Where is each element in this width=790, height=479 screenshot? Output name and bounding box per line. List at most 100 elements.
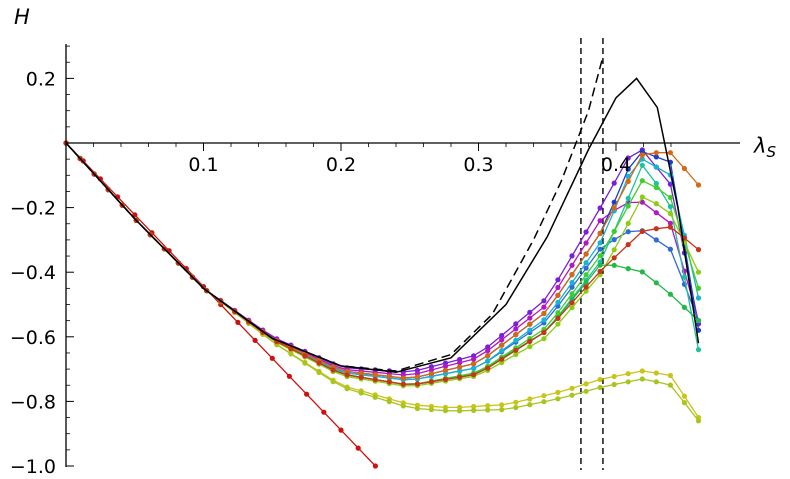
series-point (625, 242, 631, 248)
series-point (583, 240, 589, 246)
series-point (555, 315, 561, 321)
series-point (625, 166, 631, 172)
series-point (625, 178, 631, 184)
series-point (428, 371, 434, 377)
series-point (485, 403, 491, 409)
series-point (358, 390, 364, 396)
series-6 (63, 140, 702, 387)
series-point (611, 373, 617, 380)
series-point (541, 310, 547, 317)
series-point (513, 321, 519, 327)
series-point (667, 224, 674, 230)
series-point (527, 344, 533, 350)
series-point (372, 372, 378, 378)
series-point (639, 152, 645, 158)
series-point (569, 305, 575, 311)
reference-lines (580, 38, 604, 470)
series-point (471, 403, 477, 410)
series-point (527, 402, 533, 408)
axes (65, 44, 740, 467)
series-point (653, 210, 659, 216)
series-point (555, 389, 561, 395)
series-point (338, 427, 344, 433)
series-point (355, 445, 361, 451)
series-point (597, 253, 603, 259)
series-point (667, 246, 674, 252)
x-tick-label: 0.3 (463, 154, 493, 176)
series-point (653, 370, 659, 376)
series-point (695, 182, 702, 188)
series-point (569, 385, 575, 391)
series-point (471, 365, 477, 371)
series-point (358, 374, 364, 380)
series-point (625, 266, 631, 272)
x-tick-label: 0.4 (601, 154, 631, 176)
series-point (372, 463, 378, 469)
series-layer (63, 140, 702, 469)
series-point (625, 220, 631, 226)
series-point (286, 373, 292, 379)
series-point (653, 226, 659, 232)
y-tick-label: 0.2 (26, 68, 56, 90)
series-point (344, 386, 350, 392)
series-8 (63, 140, 702, 387)
series-point (252, 337, 258, 343)
series-point (499, 337, 505, 343)
series-point (583, 272, 589, 278)
series-point (597, 240, 603, 246)
series-point (372, 377, 378, 383)
series-point (639, 228, 645, 234)
series-point (583, 265, 589, 271)
series-point (555, 277, 561, 283)
series-point (471, 356, 477, 362)
series-point (132, 212, 138, 218)
series-point (304, 391, 310, 397)
series-point (400, 403, 406, 409)
series-point (653, 237, 659, 243)
series-point (569, 279, 575, 286)
series-point (667, 211, 674, 217)
series-point (653, 280, 659, 286)
series-point (597, 246, 603, 252)
series-point (513, 337, 519, 343)
series-point (541, 304, 547, 310)
series-point (583, 251, 589, 257)
series-point (330, 379, 336, 385)
series-point (695, 418, 702, 424)
series-point (302, 353, 308, 359)
series-point (513, 326, 519, 332)
series-point (288, 351, 294, 357)
series-point (414, 374, 420, 380)
series-point (639, 269, 645, 275)
x-axis-title: λS (753, 134, 776, 161)
series-point (485, 365, 491, 371)
series-point (316, 360, 322, 366)
series-point (611, 199, 617, 205)
series-point (442, 408, 449, 414)
series-point (527, 396, 533, 402)
series-point (667, 194, 674, 201)
series-point (372, 394, 378, 400)
series-point (625, 155, 631, 161)
series-point (344, 372, 350, 378)
series-point (485, 353, 491, 359)
series-point (541, 317, 547, 323)
series-point (513, 404, 519, 411)
black-curve-dashed (65, 58, 604, 372)
series-point (583, 288, 589, 294)
series-point (555, 299, 561, 305)
series-12 (63, 140, 702, 381)
series-point (611, 262, 617, 268)
ticks: 0.1 0.2 0.3 0.4 −1.0 −0.8 −0.6 −0.4 −0.2 0.2 (10, 45, 672, 478)
series-point (597, 205, 603, 211)
series-point (583, 388, 589, 394)
series-point (485, 407, 491, 413)
series-point (695, 347, 702, 353)
series-point (499, 402, 505, 408)
series-point (569, 392, 575, 398)
series-point (597, 376, 603, 383)
series-point (583, 229, 589, 235)
series-point (414, 405, 420, 412)
series-point (681, 400, 688, 406)
series-3 (63, 140, 702, 381)
